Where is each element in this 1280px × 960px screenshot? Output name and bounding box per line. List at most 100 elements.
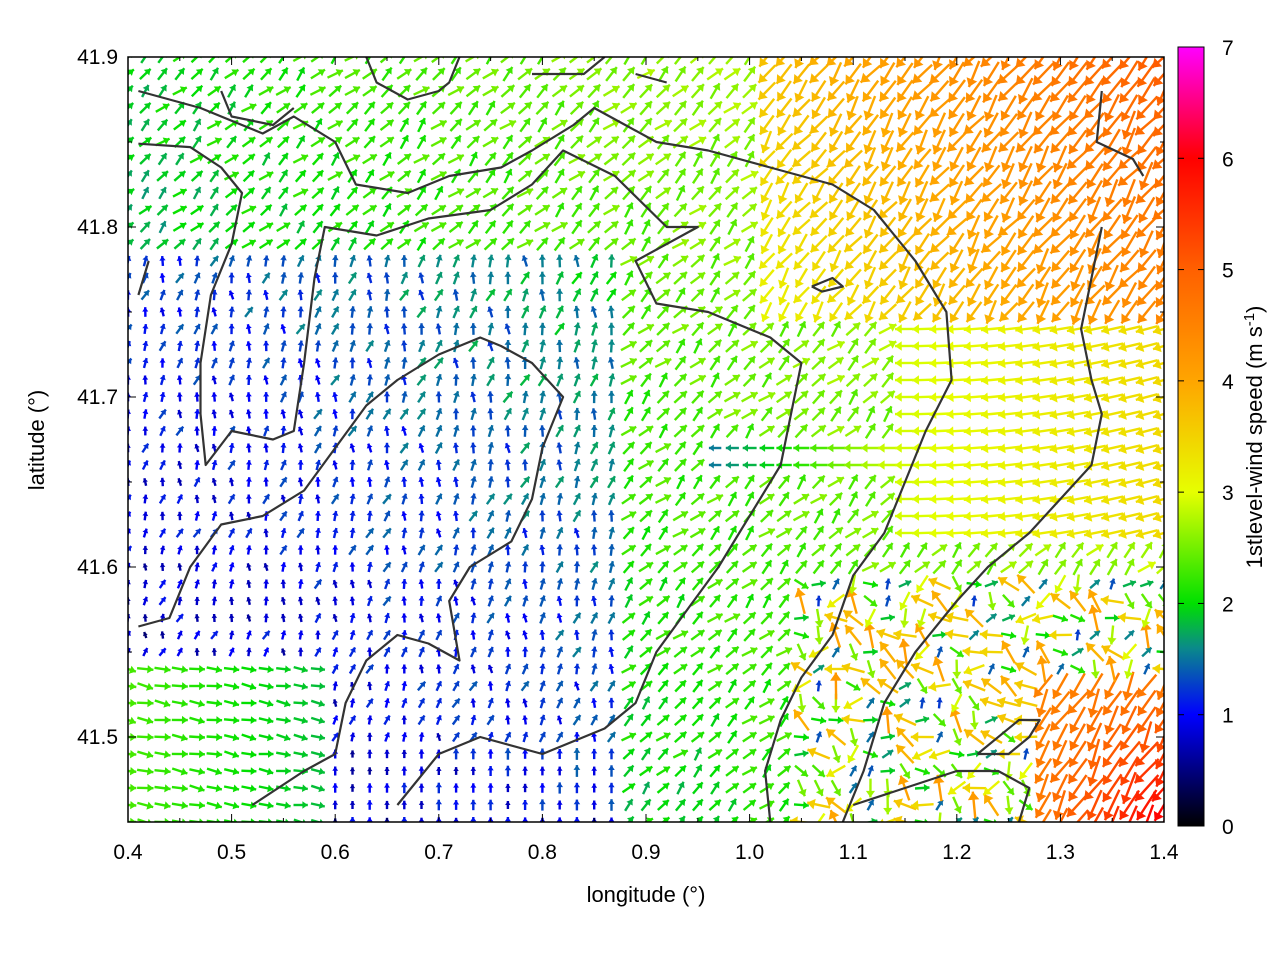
wind-vector (726, 593, 738, 609)
wind-vector (502, 219, 514, 235)
wind-vector (535, 100, 550, 116)
wind-vector (556, 526, 564, 540)
wind-vector (366, 783, 373, 793)
wind-vector (452, 357, 459, 369)
wind-vector (690, 560, 705, 574)
wind-vector (793, 390, 809, 404)
wind-vector (522, 783, 528, 793)
wind-vector (396, 238, 412, 250)
wind-vector (536, 83, 549, 99)
wind-vector (366, 749, 373, 759)
wind-vector (366, 289, 373, 301)
wind-vector (671, 323, 690, 335)
x-axis-label: longitude (°) (587, 882, 706, 907)
x-tick-label: 0.8 (528, 841, 557, 864)
wind-vector (623, 406, 634, 422)
wind-vector (484, 151, 497, 167)
wind-vector (347, 271, 358, 285)
wind-vector (501, 186, 515, 200)
wind-vector (452, 442, 460, 454)
wind-vector (656, 782, 670, 794)
wind-vector (777, 577, 792, 591)
wind-vector (142, 596, 149, 606)
wind-vector (435, 714, 442, 726)
wind-vector (709, 270, 721, 286)
wind-vector (539, 799, 546, 811)
wind-vector (211, 562, 218, 572)
wind-vector (366, 255, 373, 267)
wind-vector (142, 494, 149, 504)
wind-vector (607, 356, 615, 370)
wind-vector (228, 409, 235, 419)
wind-vector (176, 647, 184, 657)
wind-vector (330, 493, 340, 505)
wind-vector (589, 475, 599, 489)
wind-vector (228, 613, 235, 623)
wind-vector (190, 222, 205, 232)
wind-vector (556, 782, 563, 794)
wind-vector (416, 305, 427, 319)
wind-vector (244, 306, 254, 318)
wind-vector (207, 153, 222, 165)
wind-vector (809, 201, 829, 219)
wind-vector (349, 698, 356, 708)
wind-vector (654, 494, 672, 504)
wind-vector (310, 699, 325, 708)
wind-vector (621, 664, 637, 674)
wind-vector (621, 169, 637, 183)
wind-vector (572, 646, 582, 658)
wind-vector (176, 307, 183, 317)
wind-vector (638, 356, 654, 370)
wind-vector (587, 83, 602, 99)
wind-vector (384, 680, 391, 692)
wind-vector (674, 798, 687, 812)
wind-vector (470, 493, 477, 505)
wind-vector (607, 441, 616, 455)
wind-vector (504, 698, 511, 708)
wind-vector (313, 408, 323, 420)
wind-vector (228, 477, 235, 487)
wind-vector (314, 305, 322, 319)
wind-vector (366, 459, 374, 471)
wind-vector (725, 423, 739, 439)
wind-vector (280, 527, 287, 539)
wind-vector (487, 441, 495, 455)
wind-vector (384, 374, 391, 386)
wind-vector (261, 630, 271, 640)
wind-vector (382, 595, 392, 607)
wind-vector (674, 440, 687, 456)
wind-vector (792, 286, 810, 304)
wind-vector (674, 151, 687, 167)
wind-vector (556, 254, 564, 268)
y-tick-label: 41.5 (77, 726, 118, 749)
wind-vector (348, 544, 357, 556)
wind-vector (556, 459, 563, 471)
wind-vector (206, 767, 223, 776)
wind-vector (621, 680, 637, 692)
wind-vector (672, 528, 689, 538)
wind-vector (451, 697, 461, 709)
wind-vector (808, 646, 829, 659)
wind-vector (362, 204, 378, 216)
wind-vector (259, 136, 274, 148)
wind-vector (793, 460, 810, 470)
wind-vector (176, 579, 183, 589)
wind-vector (417, 714, 426, 726)
wind-vector (349, 579, 356, 589)
wind-vector (776, 543, 792, 557)
wind-vector (470, 544, 477, 556)
wind-vector (349, 477, 356, 487)
wind-vector (690, 731, 705, 743)
wind-vector (814, 608, 824, 628)
wind-vector (539, 680, 546, 692)
wind-vector (556, 595, 563, 607)
wind-vector (278, 289, 289, 301)
wind-vector (349, 612, 356, 624)
wind-vector (487, 681, 494, 691)
wind-vector (362, 85, 378, 97)
wind-vector (487, 340, 494, 352)
wind-vector (416, 134, 427, 150)
wind-vector (655, 101, 671, 115)
wind-vector (776, 680, 792, 692)
wind-vector (418, 749, 425, 759)
